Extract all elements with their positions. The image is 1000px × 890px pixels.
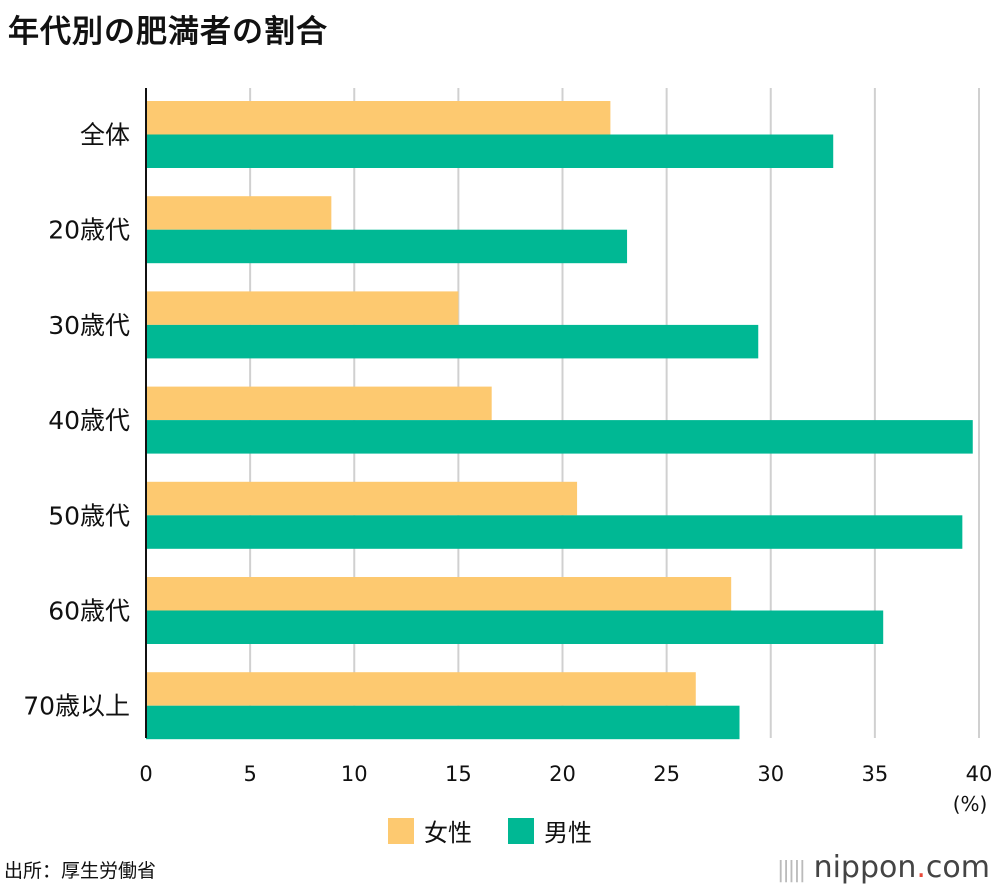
- category-label: 60歳代: [48, 597, 130, 626]
- legend-swatch: [388, 818, 414, 844]
- nippon-logo: ||||| nippon.com: [776, 850, 990, 885]
- bar-female: [146, 196, 332, 230]
- x-unit-label: (%): [953, 792, 988, 816]
- bar-male: [146, 324, 759, 359]
- bar-male: [146, 515, 963, 549]
- bar-female: [146, 386, 492, 421]
- legend-swatch: [508, 818, 534, 844]
- bar-male: [146, 610, 884, 644]
- x-tick-label: 25: [653, 762, 680, 786]
- bar-male: [146, 134, 834, 168]
- bar-male: [146, 229, 628, 264]
- x-tick-label: 35: [862, 762, 889, 786]
- category-label: 30歳代: [48, 311, 130, 340]
- category-label: 全体: [80, 121, 130, 150]
- bar-female: [146, 101, 611, 135]
- x-tick-label: 10: [341, 762, 368, 786]
- bar-female: [146, 481, 578, 516]
- category-label: 70歳以上: [23, 692, 130, 721]
- legend-label: 女性: [424, 819, 472, 847]
- bar-male: [146, 420, 973, 454]
- x-tick-label: 40: [966, 762, 993, 786]
- x-tick-label: 0: [139, 762, 152, 786]
- category-label: 40歳代: [48, 406, 130, 435]
- legend-label: 男性: [544, 819, 592, 847]
- bar-female: [146, 291, 459, 325]
- bar-female: [146, 672, 696, 706]
- category-label: 20歳代: [48, 216, 130, 245]
- bar-male: [146, 705, 740, 740]
- category-label: 50歳代: [48, 501, 130, 530]
- x-tick-label: 5: [243, 762, 256, 786]
- bar-female: [146, 577, 732, 611]
- x-tick-label: 20: [549, 762, 576, 786]
- logo-bars-icon: |||||: [776, 858, 806, 883]
- chart-title: 年代別の肥満者の割合: [8, 14, 328, 50]
- x-tick-label: 15: [445, 762, 472, 786]
- source-note: 出所：厚生労働省: [4, 860, 157, 882]
- x-tick-label: 30: [757, 762, 784, 786]
